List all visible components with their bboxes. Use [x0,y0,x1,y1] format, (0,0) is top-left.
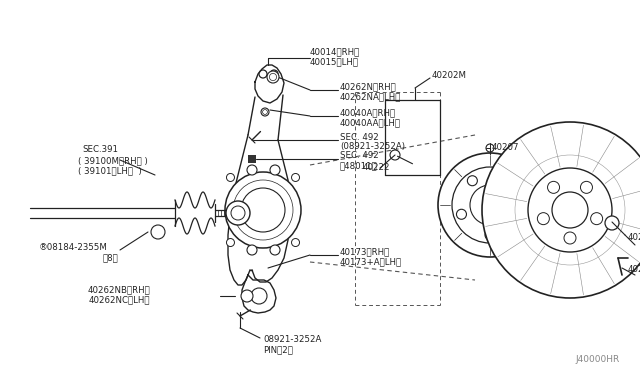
Text: 40015〈LH〉: 40015〈LH〉 [310,58,359,67]
Circle shape [227,173,234,182]
Circle shape [390,150,400,160]
Circle shape [605,216,619,230]
Text: 40014〈RH〉: 40014〈RH〉 [310,48,360,57]
Text: 40262NB〈RH〉: 40262NB〈RH〉 [87,285,150,295]
Text: 40262N〈RH〉: 40262N〈RH〉 [340,83,397,92]
Text: SEC. 492: SEC. 492 [340,132,379,141]
Circle shape [270,165,280,175]
Text: 40262: 40262 [628,234,640,243]
Circle shape [225,172,301,248]
Circle shape [470,185,510,225]
Circle shape [247,165,257,175]
Circle shape [591,213,603,225]
Circle shape [552,192,588,228]
Circle shape [486,144,494,152]
Text: 〈48011〉: 〈48011〉 [340,161,378,170]
Circle shape [482,122,640,298]
Circle shape [226,201,250,225]
Text: 〈8〉: 〈8〉 [102,253,118,263]
Text: ( 39100M〈RH〉 ): ( 39100M〈RH〉 ) [78,157,148,166]
Circle shape [564,232,576,244]
Circle shape [467,176,477,186]
Circle shape [580,181,593,193]
Circle shape [241,290,253,302]
Circle shape [270,245,280,255]
Text: 40262NC〈LH〉: 40262NC〈LH〉 [88,295,150,305]
Circle shape [528,168,612,252]
Text: 40207: 40207 [492,144,520,153]
Text: 40262NA〈LH〉: 40262NA〈LH〉 [340,93,401,102]
Text: ( 39101〈LH〉  ): ( 39101〈LH〉 ) [78,167,141,176]
Text: 40173〈RH〉: 40173〈RH〉 [340,247,390,257]
Circle shape [267,71,279,83]
Circle shape [241,188,285,232]
Text: J40000HR: J40000HR [576,356,620,365]
Circle shape [452,167,528,243]
Circle shape [227,238,234,247]
Text: PIN〈2〉: PIN〈2〉 [263,346,293,355]
Text: SEC.391: SEC.391 [82,145,118,154]
Circle shape [548,181,559,193]
Circle shape [292,173,300,182]
Text: (08921-3252A): (08921-3252A) [340,142,405,151]
Text: 40202M: 40202M [432,71,467,80]
Circle shape [261,108,269,116]
Circle shape [292,238,300,247]
Circle shape [456,209,467,219]
Text: 40262A: 40262A [628,266,640,275]
Circle shape [513,209,524,219]
Circle shape [538,213,549,225]
Circle shape [231,206,245,220]
Text: ®08184-2355M: ®08184-2355M [39,244,108,253]
Circle shape [151,225,165,239]
Circle shape [485,230,495,240]
Circle shape [247,245,257,255]
Text: 40040A〈RH〉: 40040A〈RH〉 [340,109,396,118]
Circle shape [251,288,267,304]
Text: 40173+A〈LH〉: 40173+A〈LH〉 [340,257,402,266]
Circle shape [438,153,542,257]
Circle shape [502,176,513,186]
Text: 40222: 40222 [363,164,390,173]
Bar [248,155,256,163]
Text: SEC. 492: SEC. 492 [340,151,379,160]
Text: 08921-3252A: 08921-3252A [263,336,321,344]
Text: 40040AA〈LH〉: 40040AA〈LH〉 [340,119,401,128]
